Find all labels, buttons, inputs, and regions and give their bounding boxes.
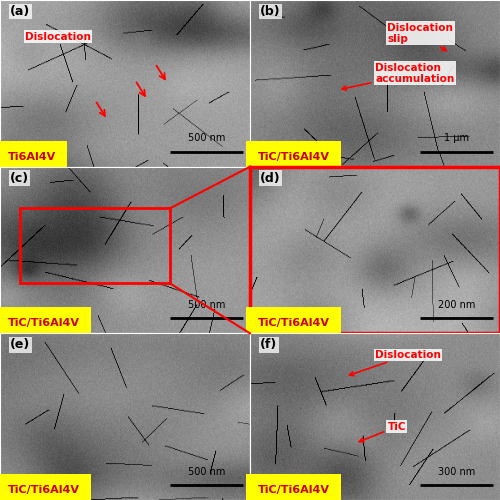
Text: (c): (c): [10, 172, 29, 184]
Text: Dislocation: Dislocation: [350, 350, 441, 376]
Text: 300 nm: 300 nm: [438, 466, 475, 476]
Text: 500 nm: 500 nm: [188, 134, 225, 143]
Text: TiC/Ti6Al4V: TiC/Ti6Al4V: [8, 318, 80, 328]
Text: (d): (d): [260, 172, 280, 184]
Text: TiC: TiC: [360, 422, 406, 442]
Text: Dislocation: Dislocation: [25, 32, 91, 42]
Text: (e): (e): [10, 338, 30, 351]
Text: TiC/Ti6Al4V: TiC/Ti6Al4V: [258, 318, 330, 328]
Text: (f): (f): [260, 338, 277, 351]
Text: 500 nm: 500 nm: [188, 300, 225, 310]
Text: 1 μm: 1 μm: [444, 134, 469, 143]
Text: (a): (a): [10, 5, 30, 18]
Text: (b): (b): [260, 5, 280, 18]
Bar: [20, 208, 170, 284]
Text: TiC/Ti6Al4V: TiC/Ti6Al4V: [258, 152, 330, 162]
Text: TiC/Ti6Al4V: TiC/Ti6Al4V: [8, 485, 80, 495]
Text: 500 nm: 500 nm: [188, 466, 225, 476]
Text: 200 nm: 200 nm: [438, 300, 475, 310]
Text: Dislocation
slip: Dislocation slip: [388, 22, 454, 50]
Text: TiC/Ti6Al4V: TiC/Ti6Al4V: [258, 485, 330, 495]
Text: Dislocation
accumulation: Dislocation accumulation: [342, 62, 454, 90]
Text: Ti6Al4V: Ti6Al4V: [8, 152, 56, 162]
